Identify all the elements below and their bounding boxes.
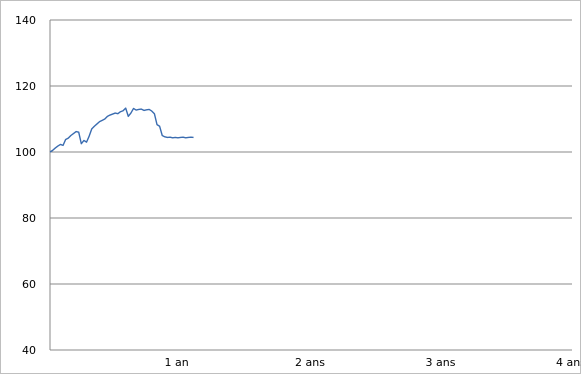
y-tick-label-60: 60	[22, 278, 36, 291]
y-tick-label-140: 140	[15, 14, 36, 27]
x-tick-label-3: 3 ans	[426, 356, 456, 369]
x-tick-label-1: 1 an	[165, 356, 189, 369]
y-tick-label-80: 80	[22, 212, 36, 225]
y-tick-label-100: 100	[15, 146, 36, 159]
y-tick-label-120: 120	[15, 80, 36, 93]
y-tick-label-40: 40	[22, 344, 36, 357]
x-tick-label-4: 4 ans	[556, 356, 581, 369]
x-tick-label-2: 2 ans	[295, 356, 325, 369]
series-line-0	[49, 107, 194, 153]
